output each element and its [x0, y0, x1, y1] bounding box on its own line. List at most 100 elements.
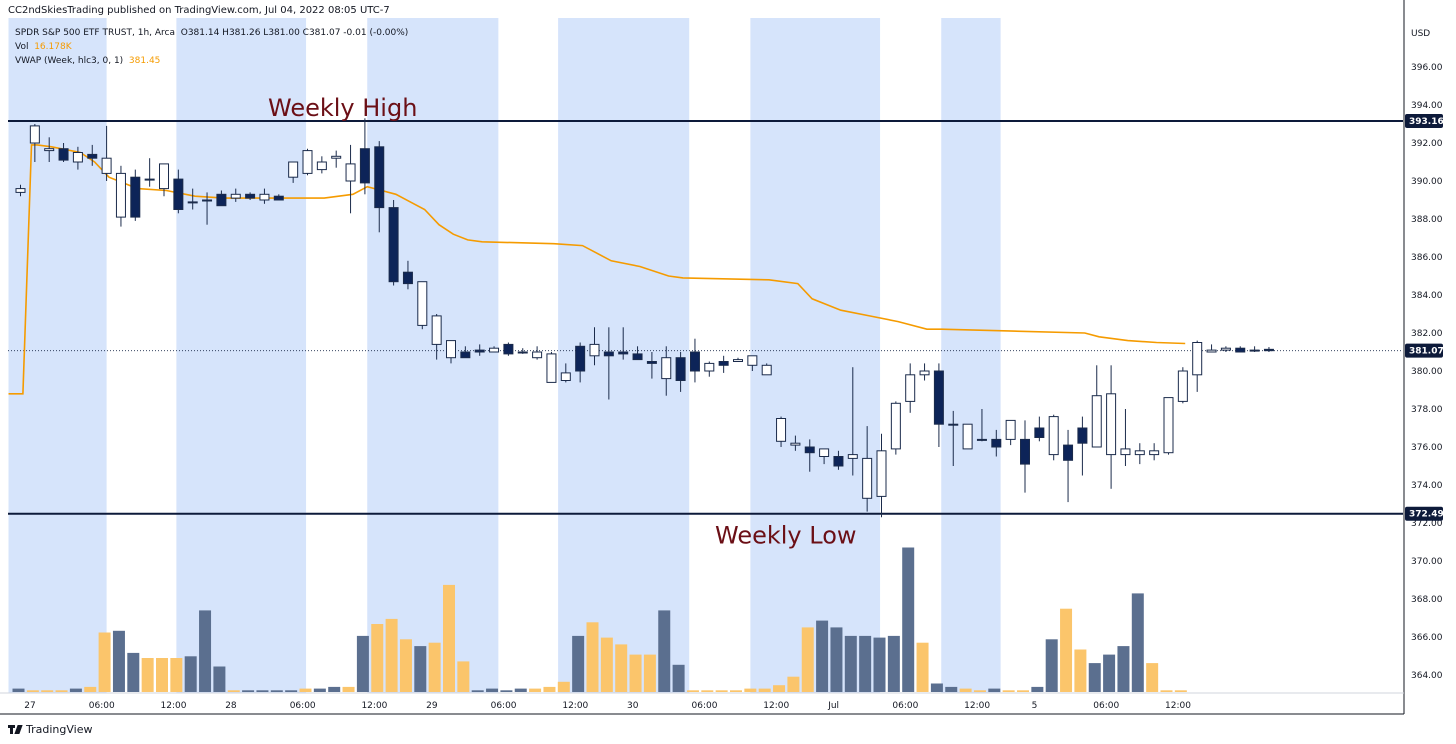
candle-body — [44, 148, 55, 152]
time-tick-label: 12:00 — [964, 701, 990, 711]
candle-body — [230, 193, 241, 199]
candle — [402, 260, 413, 290]
candle — [230, 188, 241, 202]
candle — [790, 435, 801, 451]
candle — [890, 401, 901, 455]
candle-body — [1235, 347, 1246, 353]
last-price-tag — [1405, 343, 1443, 358]
volume-bar — [170, 658, 183, 692]
candle-body — [546, 353, 557, 383]
price-tick-label: 364.00 — [1411, 671, 1443, 681]
volume-bar — [1117, 646, 1130, 692]
volume-bar — [801, 627, 814, 692]
candle — [446, 340, 456, 364]
candle-body — [288, 161, 299, 178]
candle-body — [1263, 348, 1274, 352]
candle-body — [632, 353, 643, 361]
legend-vol-label[interactable]: Vol — [15, 42, 29, 52]
candle-body — [532, 351, 543, 359]
candle — [359, 118, 370, 195]
candle-body — [72, 152, 83, 163]
volume-bar — [69, 688, 82, 692]
candle-body — [1177, 370, 1188, 402]
candle-body — [173, 178, 184, 211]
session-band — [367, 18, 499, 693]
candle-body — [761, 364, 772, 376]
time-tick-label: 06:00 — [892, 701, 918, 711]
volume-bar — [270, 690, 283, 692]
candle — [374, 141, 385, 233]
candle-body — [101, 157, 112, 174]
candle-body — [1134, 450, 1145, 456]
session-band — [750, 18, 881, 693]
candle-body — [905, 374, 916, 402]
time-tick-label: 12:00 — [763, 701, 789, 711]
candle-body — [833, 456, 844, 467]
candle-body — [675, 357, 686, 382]
time-tick-label: 12:00 — [361, 701, 387, 711]
price-tick-label: 378.00 — [1411, 405, 1443, 415]
candle — [15, 184, 26, 197]
volume-bar — [787, 676, 800, 692]
volume-bar — [471, 690, 484, 692]
legend-symbol-row: SPDR S&P 500 ETF TRUST, 1h, Arca O381.14… — [15, 28, 408, 38]
candle — [316, 156, 327, 174]
volume-bar — [773, 685, 786, 692]
volume-bar — [342, 686, 355, 692]
candle-body — [517, 351, 528, 354]
candle — [173, 169, 184, 214]
candle — [1206, 344, 1217, 353]
candle-body — [58, 148, 69, 161]
candle — [618, 327, 629, 360]
time-tick-label: 12:00 — [161, 701, 187, 711]
candle-body — [489, 347, 500, 353]
candle — [216, 190, 227, 207]
candle — [1077, 416, 1088, 476]
legend-symbol[interactable]: SPDR S&P 500 ETF TRUST, 1h, Arca — [15, 28, 176, 38]
volume-bar — [902, 547, 915, 692]
candle-body — [202, 199, 213, 202]
legend-vwap-label[interactable]: VWAP (Week, hlc3, 0, 1) — [15, 56, 124, 66]
candle-body — [331, 155, 342, 159]
weekly-low-tag-label: 372.49 — [1409, 510, 1444, 520]
candle — [345, 144, 356, 214]
volume-bar — [859, 635, 872, 692]
candle — [130, 169, 141, 221]
candle-body — [273, 195, 284, 201]
session-shading — [8, 18, 1001, 693]
candle — [661, 346, 672, 396]
volume-bar — [256, 690, 269, 692]
volume-bar — [945, 686, 958, 692]
time-tick-label: 12:00 — [1165, 701, 1191, 711]
volume-bar — [457, 661, 470, 692]
candle — [1249, 346, 1260, 352]
candle — [862, 426, 873, 512]
candle — [919, 363, 930, 381]
candle-body — [187, 201, 198, 204]
volume-bar — [643, 654, 656, 692]
candle-body — [589, 343, 600, 357]
price-tick-label: 366.00 — [1411, 633, 1443, 643]
candle-body — [575, 345, 586, 372]
candle — [632, 346, 643, 361]
volume-bar — [1031, 686, 1044, 692]
volume-bar — [443, 584, 455, 692]
candle — [733, 357, 743, 363]
candle-body — [87, 153, 98, 159]
candle-body — [1063, 444, 1074, 461]
candle — [589, 327, 600, 366]
candle — [159, 163, 169, 197]
candle-body — [847, 454, 858, 459]
candle-body — [1091, 395, 1102, 448]
candle-body — [503, 343, 514, 355]
volume-bar — [744, 688, 757, 692]
candle-body — [646, 361, 657, 364]
volume-bar — [1060, 608, 1073, 692]
weekly-high-tag-label: 393.16 — [1409, 117, 1444, 127]
candle-body — [474, 349, 485, 353]
volume-bar — [572, 635, 585, 692]
volume-bar — [658, 610, 671, 692]
price-tick-label: 370.00 — [1411, 557, 1443, 567]
candle-body — [661, 357, 672, 380]
